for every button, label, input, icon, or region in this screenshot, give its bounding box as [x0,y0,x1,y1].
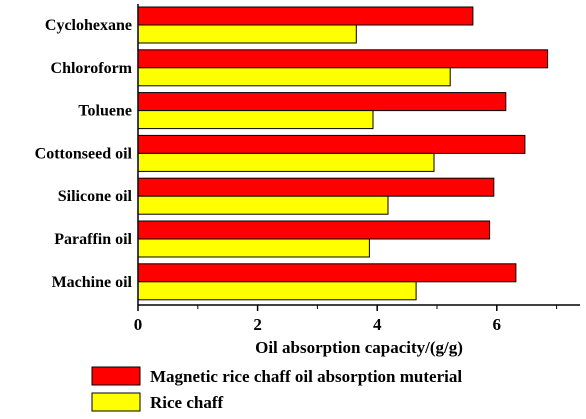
category-label-cyclohexane: Cyclohexane [45,17,132,34]
legend: Magnetic rice chaff oil absorption muter… [91,366,462,412]
category-label-silicone-oil: Silicone oil [58,188,133,205]
category-label-toluene: Toluene [78,103,132,120]
x-axis-title: Oil absorption capacity/(g/g) [255,338,463,357]
axes [137,4,580,306]
bar-toluene-magnetic [137,92,507,112]
bar-paraffin-oil-rice-chaff [137,238,370,258]
bar-silicone-oil-rice-chaff [137,195,389,215]
x-ticks: 0 2 4 6 [134,305,558,334]
bar-cyclohexane-magnetic [137,6,474,26]
category-label-paraffin-oil: Paraffin oil [54,231,132,248]
category-label-chloroform: Chloroform [51,60,133,77]
bar-paraffin-oil-magnetic [137,220,491,240]
category-label-machine-oil: Machine oil [52,274,133,291]
bars-layer [137,6,549,301]
x-tick-label-4: 4 [373,315,382,334]
bar-cottonseed-oil-magnetic [137,134,526,154]
category-labels: Cyclohexane Chloroform Toluene Cottonseed o… [35,17,133,291]
bar-machine-oil-rice-chaff [137,281,417,301]
bar-chloroform-rice-chaff [137,67,451,87]
legend-label-rice-chaff: Rice chaff [150,393,224,412]
legend-label-magnetic: Magnetic rice chaff oil absorption muter… [150,367,462,386]
x-tick-label-2: 2 [253,315,262,334]
bar-cottonseed-oil-rice-chaff [137,152,435,172]
category-label-cottonseed-oil: Cottonseed oil [35,145,133,162]
x-tick-label-6: 6 [493,315,502,334]
bar-machine-oil-magnetic [137,263,517,283]
bar-toluene-rice-chaff [137,110,374,130]
legend-swatch-rice-chaff [91,392,141,412]
bar-cyclohexane-rice-chaff [137,24,357,44]
x-tick-label-0: 0 [134,315,143,334]
legend-swatch-magnetic [91,366,141,386]
bar-chloroform-magnetic [137,49,549,69]
bar-silicone-oil-magnetic [137,177,495,197]
